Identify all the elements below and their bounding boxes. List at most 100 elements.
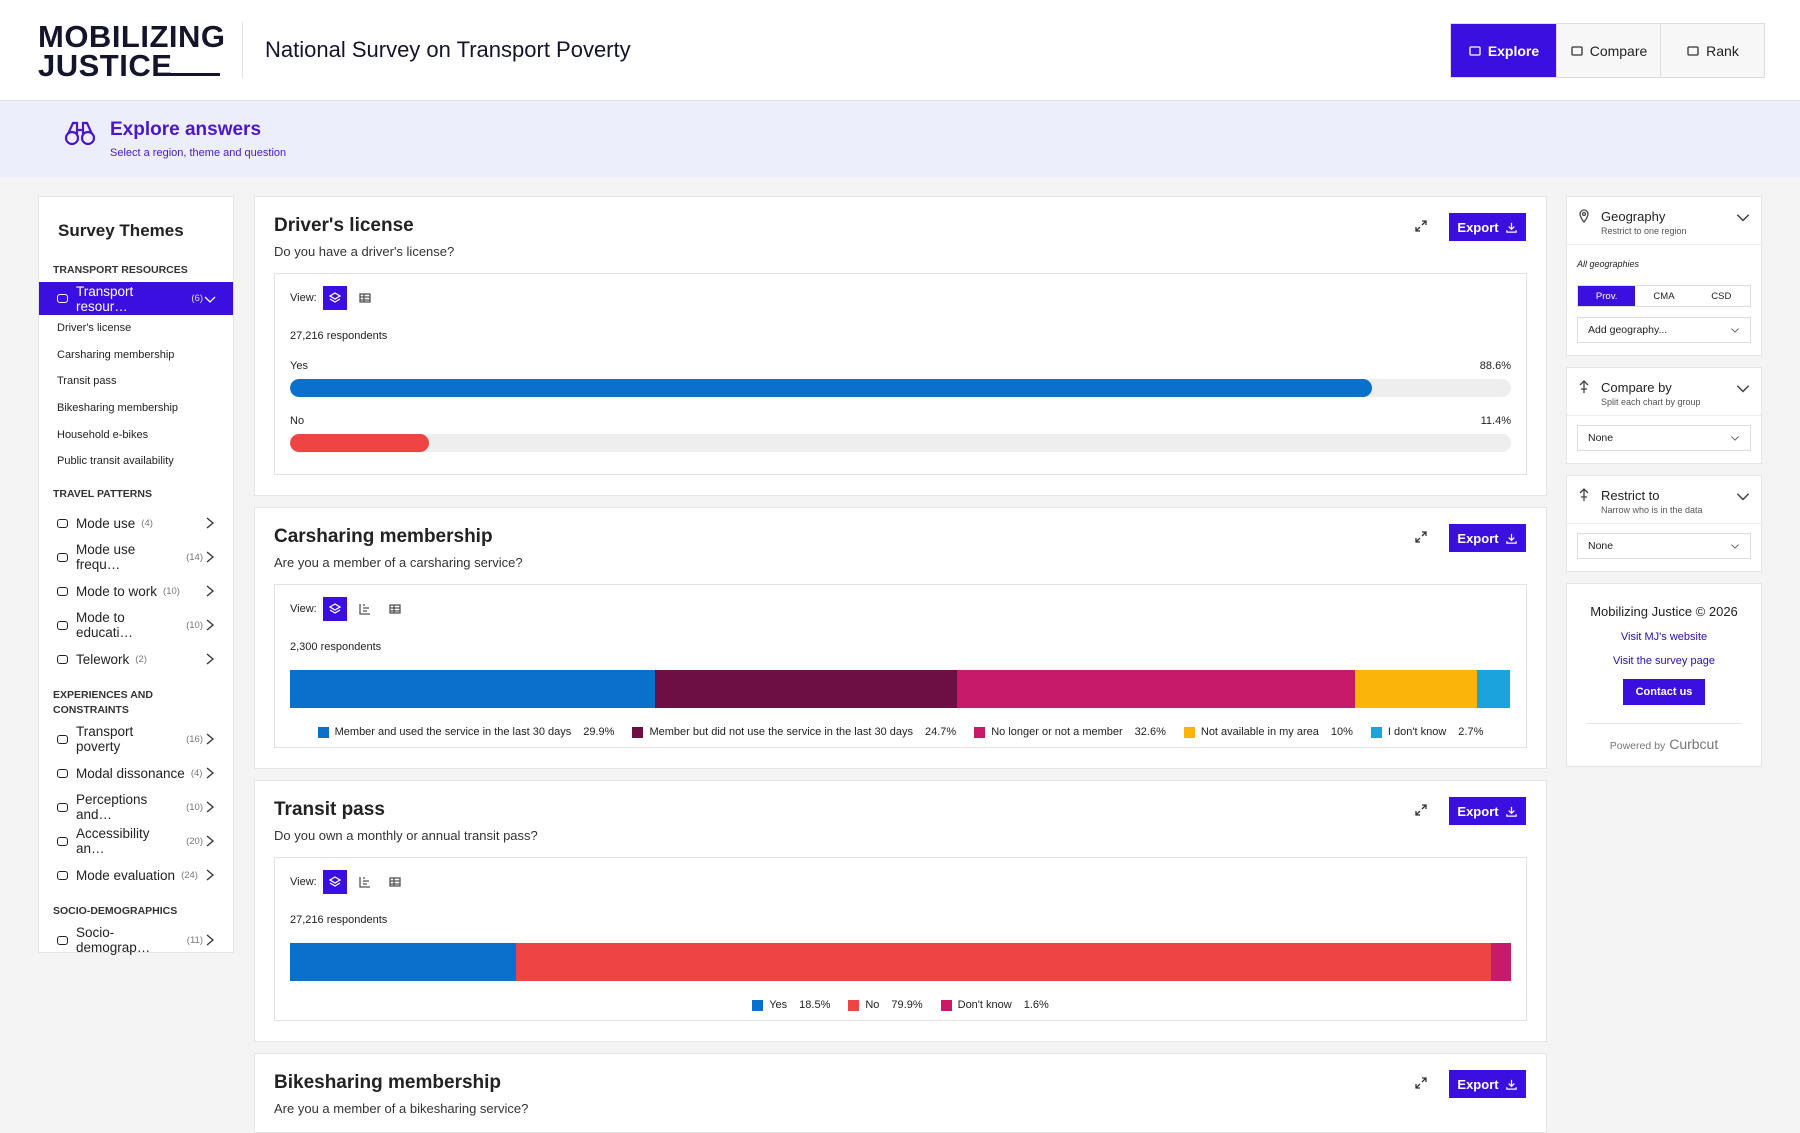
bar-labels: No 11.4%: [290, 415, 1511, 427]
nav-label: Compare: [1589, 42, 1648, 59]
item-label: Perceptions and…: [76, 792, 148, 823]
nav-button[interactable]: Explore: [1451, 24, 1556, 77]
legend-swatch: [848, 999, 860, 1011]
chevron: [203, 516, 217, 530]
nav-icon: [1686, 44, 1700, 58]
item-icon: [57, 518, 68, 528]
item-icon: [57, 552, 68, 562]
filter-icon: [1577, 488, 1591, 502]
bar-segment: [290, 943, 516, 981]
filter-text: Geography Restrict to one region: [1601, 209, 1725, 236]
theme-item[interactable]: Mode to educati… (10): [39, 608, 233, 642]
nav-button[interactable]: Compare: [1556, 24, 1660, 77]
value-label: 88.6%: [1479, 360, 1511, 372]
question-link[interactable]: Transit pass: [57, 375, 117, 388]
item-icon: [57, 870, 68, 880]
question-link[interactable]: Carsharing membership: [57, 348, 175, 361]
select-chevron: [1730, 433, 1740, 443]
logo[interactable]: MOBILIZING JUSTICE: [38, 21, 226, 83]
item-count: (2): [135, 653, 147, 665]
view-toggle[interactable]: [322, 286, 347, 310]
expand-icon: [1414, 1076, 1428, 1090]
item-count: (10): [163, 585, 180, 597]
divider: [1567, 523, 1761, 533]
theme-item[interactable]: Mode evaluation (24): [39, 858, 233, 892]
view-toggle[interactable]: [353, 286, 377, 310]
card-question: Do you own a monthly or annual transit p…: [274, 828, 538, 843]
item-count: (11): [186, 934, 203, 946]
chevron: [203, 292, 217, 306]
export-button[interactable]: Export: [1449, 797, 1526, 825]
view-toggle[interactable]: [383, 870, 407, 894]
nav-button[interactable]: Rank: [1660, 24, 1764, 77]
item-count: (10): [186, 801, 203, 813]
download-icon: [1505, 532, 1518, 545]
filter-text: Compare by Split each chart by group: [1601, 380, 1725, 407]
geo-tab[interactable]: Prov.: [1578, 286, 1636, 306]
theme-item[interactable]: Socio-demograp… (11): [39, 923, 233, 957]
filter-subtitle: Split each chart by group: [1601, 397, 1701, 407]
export-button[interactable]: Export: [1449, 524, 1526, 552]
theme-item[interactable]: Transport resour… (6): [39, 282, 233, 315]
legend-label: Not available in my area: [1200, 726, 1319, 738]
logo-underline: [164, 73, 220, 76]
view-toggle[interactable]: [353, 597, 377, 621]
view-toggle[interactable]: [322, 597, 347, 621]
legend-swatch: [940, 999, 952, 1011]
filter-header[interactable]: Compare by Split each chart by group: [1567, 368, 1761, 415]
theme-item[interactable]: Mode use (4): [39, 506, 233, 540]
view-toggle[interactable]: [383, 597, 407, 621]
export-label: Export: [1457, 803, 1499, 819]
link[interactable]: Visit MJ's website: [1620, 631, 1708, 643]
card-title: Transit pass: [274, 799, 385, 820]
select-value: None: [1588, 432, 1614, 444]
item-icon: [57, 802, 68, 812]
question-link[interactable]: Public transit availability: [57, 455, 174, 468]
filter-header[interactable]: Restrict to Narrow who is in the data: [1567, 476, 1761, 523]
legend-item: No 79.9%: [848, 999, 923, 1011]
legend-label: Member and used the service in the last …: [334, 726, 572, 738]
download-icon: [1505, 221, 1518, 234]
theme-item[interactable]: Mode to work (10): [39, 574, 233, 608]
question-card: Bikesharing membership Are you a member o…: [254, 1053, 1547, 1133]
theme-item[interactable]: Mode use frequ… (14): [39, 540, 233, 574]
select[interactable]: None: [1577, 533, 1751, 559]
theme-item[interactable]: Accessibility an… (20): [39, 824, 233, 858]
filter-text: Restrict to Narrow who is in the data: [1601, 488, 1725, 515]
chevron: [203, 584, 217, 598]
banner: [0, 101, 1800, 177]
filter-title: Geography: [1601, 209, 1666, 224]
theme-item[interactable]: Telework (2): [39, 642, 233, 676]
view-toggle[interactable]: [353, 870, 377, 894]
filter-icon: [1577, 380, 1591, 394]
theme-item[interactable]: Perceptions and… (10): [39, 790, 233, 824]
nav-label: Explore: [1487, 42, 1540, 59]
chart-box: View: 27,216 respondents Yes 88.6% No 11.4%: [274, 273, 1527, 475]
chevron: [1735, 488, 1751, 504]
export-button[interactable]: Export: [1449, 213, 1526, 241]
theme-item[interactable]: Transport poverty (16): [39, 722, 233, 756]
select[interactable]: None: [1577, 425, 1751, 451]
export-button[interactable]: Export: [1449, 1070, 1526, 1098]
question-link[interactable]: Bikesharing membership: [57, 402, 179, 415]
category-label: No: [290, 415, 305, 427]
item-count: (20): [186, 835, 203, 847]
view-toggle[interactable]: [322, 870, 347, 894]
logo-line-2: JUSTICE: [38, 48, 173, 83]
bar-track: [290, 434, 1511, 452]
bar: [290, 379, 1372, 397]
contact-button[interactable]: Contact us: [1622, 679, 1706, 705]
filter-header[interactable]: Geography Restrict to one region: [1567, 197, 1761, 244]
geo-tab[interactable]: CMA: [1653, 290, 1675, 302]
chevron: [203, 652, 217, 666]
divider: [1567, 415, 1761, 425]
question-link[interactable]: Driver's license: [57, 322, 132, 334]
theme-item[interactable]: Modal dissonance (4): [39, 756, 233, 790]
link[interactable]: Visit the survey page: [1613, 655, 1715, 667]
question-link[interactable]: Household e-bikes: [57, 428, 149, 441]
select[interactable]: Add geography...: [1577, 317, 1751, 343]
chevron: [203, 933, 217, 947]
geography-note: All geographies: [1567, 244, 1761, 285]
geo-tab[interactable]: CSD: [1711, 290, 1732, 302]
chevron: [203, 800, 217, 814]
